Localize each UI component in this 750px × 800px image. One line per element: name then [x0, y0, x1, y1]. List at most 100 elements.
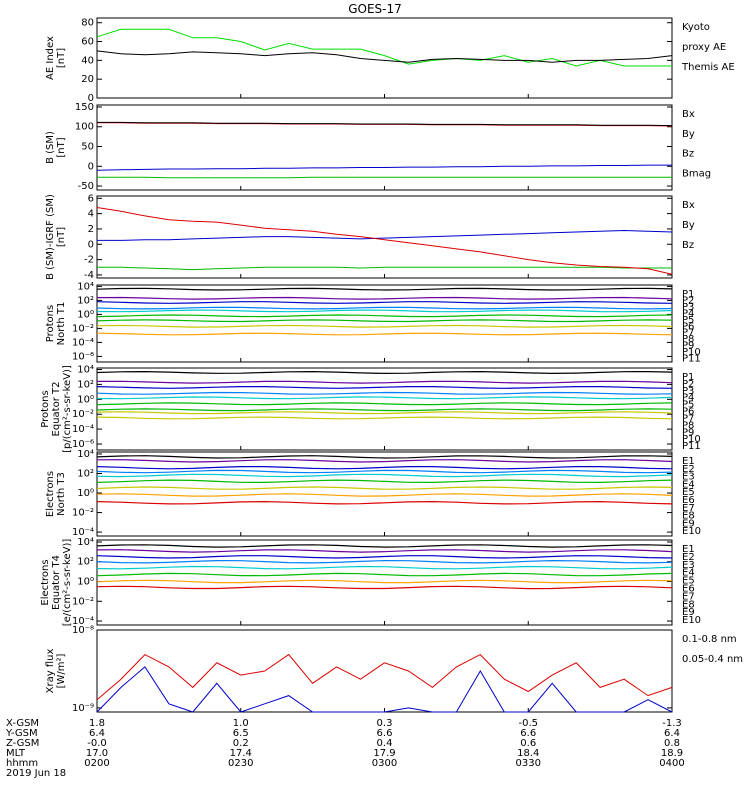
channel-line	[96, 469, 673, 474]
channel-line	[96, 555, 673, 559]
footer-label: Z-GSM	[6, 738, 39, 749]
footer-value: 17.9	[373, 748, 395, 759]
y-tick-label: -2	[84, 255, 94, 266]
legend-entry: Bz	[682, 149, 694, 160]
legend-entry: 0.05-0.4 nm	[682, 654, 743, 665]
legend-entry: E8	[682, 599, 695, 610]
panel-bigrf: 6 4 2 0 -2 -4 B (SM)-IGRF (SM) [nT] Bx By Bz	[45, 193, 695, 281]
channel-line	[96, 416, 673, 420]
y-tick-label: -4	[84, 270, 94, 281]
channel-line	[96, 493, 673, 497]
y-tick-label: 150	[75, 102, 94, 113]
y-tick-label: 10⁴	[77, 449, 94, 460]
channel-line	[96, 585, 673, 590]
y-tick-label: 10⁰	[77, 488, 94, 499]
footer-value: 6.4	[89, 728, 105, 739]
panel-frame	[96, 17, 673, 99]
legend-entry: P6	[682, 407, 694, 418]
y-axis-label: [e/(cm²-s-sr-keV)]	[62, 539, 73, 627]
y-tick-label: 10⁻⁹	[72, 703, 94, 714]
footer-value: 6.5	[233, 728, 249, 739]
channel-line	[96, 296, 673, 300]
footer-value: -1.3	[662, 718, 682, 729]
y-tick-label: 0	[88, 161, 94, 172]
y-tick-label: 10²	[77, 379, 94, 390]
channel-line	[96, 473, 673, 478]
footer-value: 6.6	[520, 728, 536, 739]
y-axis-label: Protons	[45, 305, 56, 342]
legend-entry: P6	[682, 321, 694, 332]
legend-entry: P2	[682, 379, 694, 390]
legend-entry: E9	[682, 607, 695, 618]
legend-entry: P8	[682, 334, 694, 345]
y-tick-label: -50	[78, 181, 94, 192]
y-tick-label: 10⁻²	[72, 409, 94, 420]
legend-entry: P4	[682, 393, 694, 404]
footer-label: hhmm	[6, 758, 38, 769]
y-tick-label: 10⁻⁴	[72, 527, 94, 538]
legend-entry: E2	[682, 552, 695, 563]
y-tick-label: 100	[75, 122, 94, 133]
channel-line	[96, 370, 673, 375]
y-axis-label: [W/m²]	[56, 653, 67, 688]
panel-peq: 10⁴ 10² 10⁰ 10⁻² 10⁻⁴ 10⁻⁶ Protons Equator T2 [p…	[40, 364, 701, 452]
y-tick-label: 10⁴	[77, 537, 94, 548]
channel-line	[96, 380, 673, 384]
y-axis-label: B (SM)-IGRF (SM)	[45, 194, 56, 280]
y-tick-label: 10⁻⁴	[72, 616, 94, 627]
legend-entry: P9	[682, 341, 694, 352]
y-axis-label: Electrons	[45, 471, 56, 517]
footer-value: -0.5	[518, 718, 538, 729]
channel-line	[96, 565, 673, 570]
footer-value: 0.6	[520, 738, 536, 749]
legend-entry: Bz	[682, 240, 694, 251]
legend-entry: E2	[682, 464, 695, 475]
legend-entry: P11	[682, 441, 701, 452]
channel-line	[96, 549, 673, 553]
y-axis-label: [p/(cm²-s-sr-keV)]	[62, 365, 73, 453]
footer-value: 0.8	[664, 738, 680, 749]
y-tick-label: 10⁻²	[72, 323, 94, 334]
channel-line	[96, 544, 673, 548]
footer-value: 18.9	[661, 748, 683, 759]
series-line	[97, 121, 673, 127]
y-tick-label: 10⁻⁴	[72, 424, 94, 435]
footer-value: 0.3	[377, 718, 393, 729]
legend-entry: E1	[682, 544, 695, 555]
legend-entry: proxy AE	[682, 42, 726, 53]
footer-value: -0.0	[87, 738, 107, 749]
series-line	[96, 50, 673, 63]
y-tick-label: 10²	[77, 557, 94, 568]
y-tick-label: 10⁴	[77, 281, 94, 292]
y-tick-label: 10⁻²	[72, 508, 94, 519]
footer-value: 17.4	[230, 748, 252, 759]
legend-entry: P1	[682, 289, 694, 300]
footer-value: 1.8	[89, 718, 105, 729]
legend-entry: P5	[682, 315, 694, 326]
legend-entry: By	[682, 129, 695, 140]
footer-value: 18.4	[517, 748, 539, 759]
legend-entry: Bx	[682, 200, 695, 211]
y-axis-label: North T1	[56, 302, 67, 346]
channel-line	[96, 391, 673, 395]
legend-entry: P1	[682, 372, 694, 383]
y-tick-label: 4	[88, 209, 94, 220]
series-line	[96, 207, 673, 275]
legend-entry: E4	[682, 479, 695, 490]
y-tick-label: 10⁰	[77, 394, 94, 405]
channel-line	[96, 411, 673, 415]
y-axis-label: Equator T2	[51, 382, 62, 437]
channel-line	[96, 332, 673, 336]
footer-label: X-GSM	[6, 718, 39, 729]
legend-entry: Bmag	[682, 168, 711, 179]
channel-line	[96, 479, 673, 484]
y-tick-label: 10²	[77, 295, 94, 306]
channel-line	[96, 408, 673, 412]
y-tick-label: 50	[81, 142, 94, 153]
footer-value: 0400	[659, 758, 684, 769]
y-axis-label: North T3	[56, 472, 67, 516]
channel-line	[96, 486, 673, 490]
y-axis-label: AE Index	[45, 36, 56, 80]
channel-line	[96, 287, 673, 291]
